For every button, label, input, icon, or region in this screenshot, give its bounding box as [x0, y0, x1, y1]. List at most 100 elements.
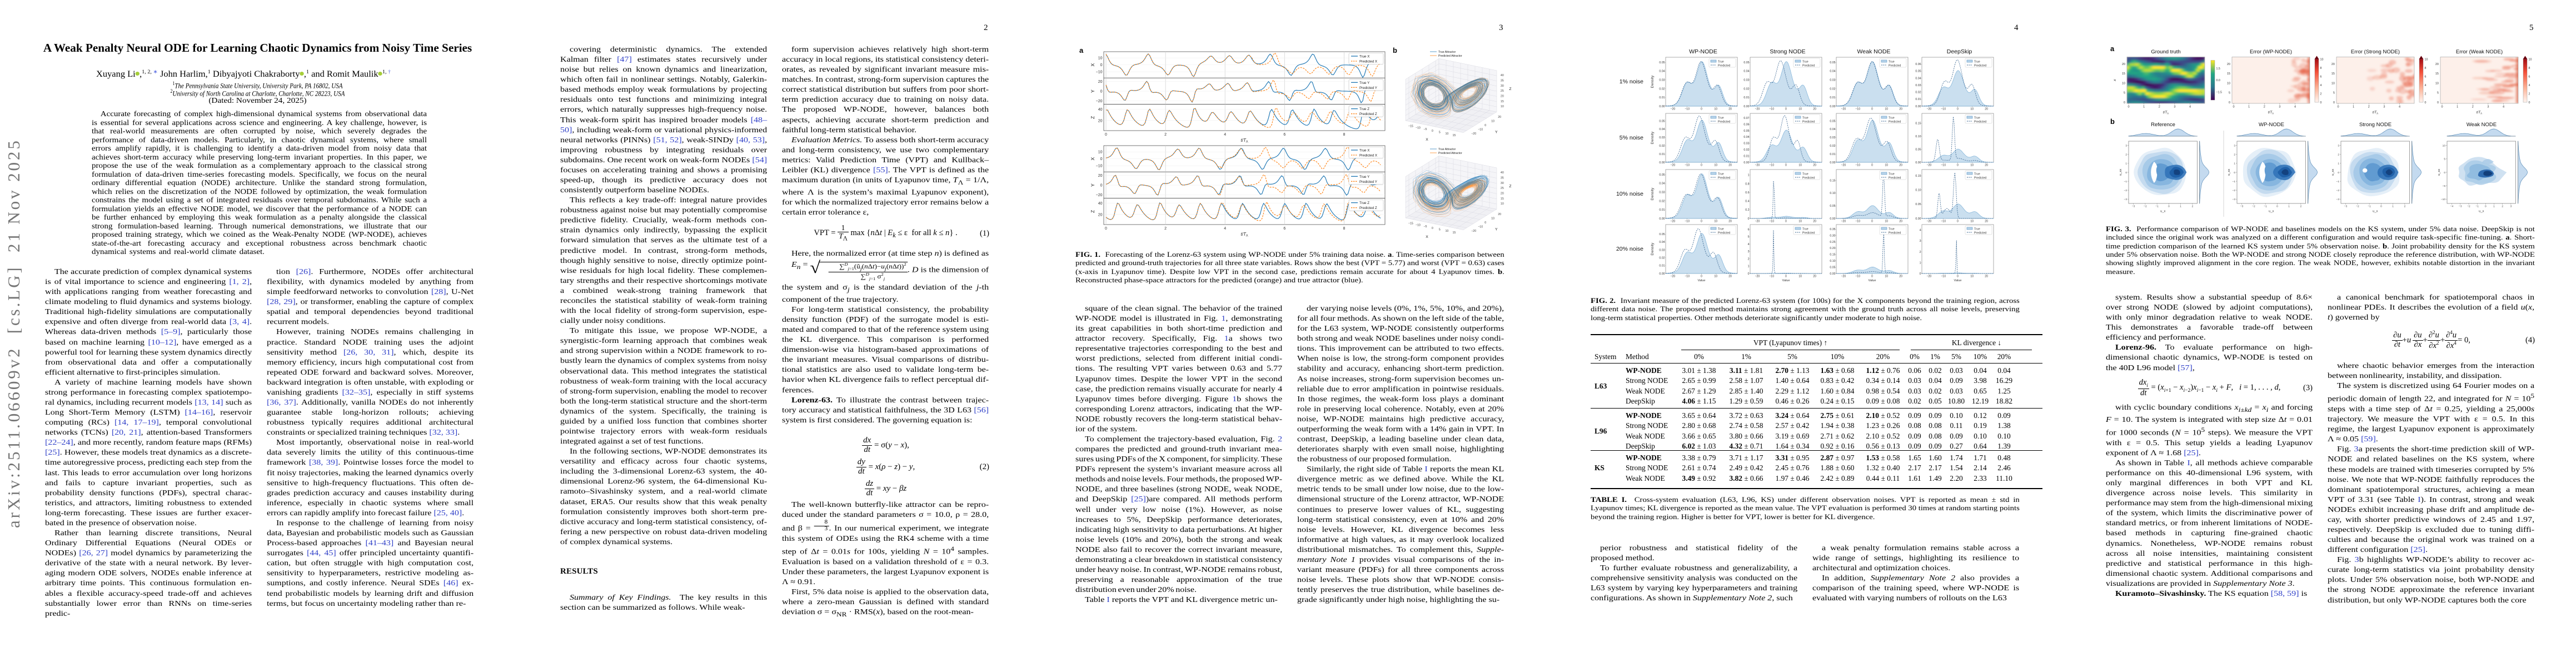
svg-text:0: 0 [2124, 101, 2125, 104]
svg-text:20: 20 [1501, 192, 1504, 196]
svg-text:20: 20 [1899, 275, 1902, 278]
svg-text:Predicted: Predicted [1974, 177, 1986, 180]
svg-text:6: 6 [1283, 227, 1285, 231]
svg-text:−20: −20 [1926, 220, 1931, 223]
svg-text:2: 2 [1748, 257, 1750, 261]
svg-text:0: 0 [1701, 275, 1702, 278]
svg-text:−20: −20 [1926, 108, 1931, 111]
svg-text:−3: −3 [2124, 198, 2127, 201]
svg-text:10: 10 [1098, 151, 1103, 155]
svg-text:2: 2 [2472, 106, 2474, 109]
svg-text:0.8: 0.8 [1745, 182, 1749, 186]
svg-text:0.06: 0.06 [1915, 63, 1921, 66]
svg-text:0.04: 0.04 [1659, 128, 1665, 131]
svg-text:8: 8 [2529, 67, 2530, 70]
svg-text:−20: −20 [1096, 193, 1103, 197]
svg-text:0.05: 0.05 [1915, 148, 1921, 151]
svg-text:10: 10 [1885, 220, 1888, 223]
svg-text:0.15: 0.15 [1830, 253, 1835, 257]
svg-text:0: 0 [2338, 171, 2339, 175]
svg-text:0.15: 0.15 [1915, 175, 1921, 178]
svg-text:15: 15 [2435, 72, 2439, 76]
svg-text:−4: −4 [2450, 205, 2454, 208]
svg-text:2: 2 [2264, 106, 2265, 109]
svg-text:Predicted: Predicted [1718, 64, 1730, 68]
svg-text:0.00: 0.00 [1915, 105, 1921, 108]
svg-text:0: 0 [2337, 106, 2339, 109]
svg-text:10: 10 [2425, 58, 2428, 62]
svg-text:Ground truth: Ground truth [2151, 49, 2180, 55]
svg-text:10: 10 [1798, 164, 1802, 167]
svg-text:25: 25 [1501, 187, 1504, 190]
svg-text:40: 40 [1501, 74, 1504, 77]
svg-text:0.04: 0.04 [1830, 128, 1835, 131]
svg-text:0.00: 0.00 [1830, 217, 1835, 221]
svg-text:True Z: True Z [1359, 107, 1369, 111]
svg-text:15: 15 [1452, 134, 1456, 137]
svg-text:0: 0 [1871, 275, 1873, 278]
svg-text:2: 2 [1164, 133, 1167, 137]
svg-text:1: 1 [1920, 261, 1921, 265]
svg-text:20: 20 [1985, 220, 1988, 223]
svg-text:Value: Value [1954, 279, 1962, 282]
svg-text:20: 20 [1899, 164, 1902, 167]
svg-text:−2: −2 [2233, 189, 2236, 192]
svg-text:X: X [1426, 138, 1428, 142]
svg-text:0.01: 0.01 [1743, 96, 1749, 99]
svg-text:u_xx: u_xx [2119, 169, 2122, 176]
svg-text:0.04: 0.04 [1743, 70, 1749, 73]
svg-text:3: 3 [1748, 250, 1750, 253]
svg-text:Predicted Attractor: Predicted Attractor [1438, 54, 1462, 58]
svg-text:−10: −10 [1941, 164, 1946, 167]
svg-text:−1.5: −1.5 [2216, 91, 2223, 94]
svg-text:10: 10 [1885, 108, 1888, 111]
svg-text:Predicted Attractor: Predicted Attractor [1438, 152, 1462, 155]
svg-text:0.01: 0.01 [1659, 153, 1665, 156]
svg-text:0.02: 0.02 [1659, 145, 1665, 148]
svg-text:−10: −10 [1855, 108, 1860, 111]
svg-text:−20: −20 [1755, 164, 1760, 167]
svg-text:2: 2 [2529, 93, 2530, 96]
svg-text:Predicted: Predicted [1718, 121, 1730, 124]
svg-text:0: 0 [2437, 101, 2439, 104]
svg-text:−3: −3 [2459, 205, 2462, 208]
svg-text:−20: −20 [1755, 275, 1760, 278]
svg-text:10: 10 [1970, 108, 1974, 111]
svg-text:0.10: 0.10 [1915, 135, 1921, 138]
svg-text:Error (Weak NODE): Error (Weak NODE) [2456, 49, 2503, 55]
svg-text:−10: −10 [1855, 275, 1860, 278]
svg-text:−1: −1 [2368, 205, 2371, 208]
svg-text:Weak NODE: Weak NODE [1857, 48, 1891, 55]
svg-text:−10: −10 [1685, 108, 1690, 111]
svg-text:−5: −5 [2443, 185, 2446, 188]
svg-text:3: 3 [1920, 240, 1921, 243]
svg-text:10: 10 [2443, 145, 2446, 148]
svg-text:−3: −3 [2132, 205, 2135, 208]
svg-text:True: True [1718, 173, 1724, 176]
svg-text:40: 40 [1098, 108, 1103, 112]
svg-text:2: 2 [2234, 153, 2235, 157]
svg-text:Strong NODE: Strong NODE [1770, 48, 1805, 55]
svg-text:−1: −1 [2124, 180, 2127, 183]
svg-text:20% noise: 20% noise [1616, 246, 1643, 252]
svg-text:−15: −15 [1408, 125, 1413, 128]
svg-text:−10: −10 [1941, 108, 1946, 111]
svg-text:b: b [1393, 46, 1397, 54]
svg-text:−20: −20 [1841, 108, 1846, 111]
svg-text:0.00: 0.00 [1659, 161, 1665, 165]
svg-text:−10: −10 [1478, 226, 1483, 229]
svg-text:−2: −2 [2144, 205, 2147, 208]
svg-text:0.10: 0.10 [1830, 192, 1835, 195]
svg-text:0.01: 0.01 [1743, 155, 1749, 158]
svg-text:20: 20 [1813, 164, 1816, 167]
svg-text:2: 2 [2320, 93, 2322, 96]
svg-text:10: 10 [1714, 108, 1717, 111]
svg-text:3: 3 [2383, 106, 2385, 109]
svg-text:Predicted: Predicted [1974, 64, 1986, 68]
svg-text:0: 0 [1785, 220, 1787, 223]
svg-text:0: 0 [2485, 205, 2487, 208]
svg-text:20: 20 [1728, 164, 1732, 167]
svg-text:0.06: 0.06 [1743, 123, 1749, 127]
svg-text:10: 10 [1491, 120, 1494, 123]
svg-text:2: 2 [2502, 205, 2503, 208]
